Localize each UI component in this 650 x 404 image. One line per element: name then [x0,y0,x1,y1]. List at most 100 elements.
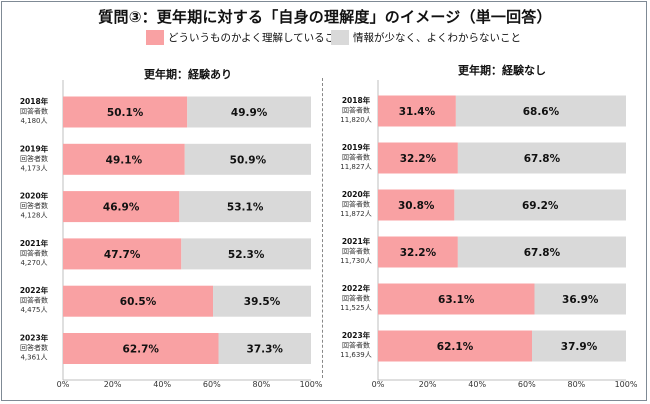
category-count-not-experienced-2: 11,872人 [340,210,372,218]
data-label-not-experienced-2021-series2: 67.8% [524,247,561,259]
x-tick-experienced-3: 60% [203,380,221,389]
bar-not-experienced-2022-series2 [534,283,626,315]
bar-experienced-2021-series2 [181,238,311,270]
category-label-not-experienced-2: 回答者数 [342,200,370,209]
panel-divider [322,78,323,378]
bar-not-experienced-2018-series2 [455,95,626,127]
bar-not-experienced-2023-series2 [532,330,626,362]
category-count-not-experienced-0: 11,820人 [340,116,372,124]
bar-experienced-2018-series2 [187,96,311,128]
category-label-experienced-1: 回答者数 [20,154,48,163]
category-year-not-experienced-3: 2021年 [342,236,371,246]
category-label-experienced-3: 回答者数 [20,248,48,257]
data-label-not-experienced-2022-series1: 63.1% [438,294,475,306]
category-label-not-experienced-0: 回答者数 [342,106,370,115]
bar-experienced-2018-series1 [63,96,188,128]
data-label-not-experienced-2021-series1: 32.2% [400,247,437,259]
data-label-experienced-2019-series2: 50.9% [230,154,267,166]
category-count-not-experienced-4: 11,525人 [340,304,372,312]
data-label-experienced-2018-series2: 49.9% [231,107,268,119]
bar-not-experienced-2018-series1 [378,95,456,127]
data-label-not-experienced-2019-series2: 67.8% [524,153,561,165]
x-tick-not-experienced-5: 100% [615,380,638,389]
panel-title-experienced: 更年期：経験あり [144,68,232,81]
x-tick-not-experienced-1: 20% [419,380,437,389]
bar-not-experienced-2021-series1 [378,236,458,268]
bar-experienced-2020-series2 [179,191,311,223]
category-year-not-experienced-1: 2019年 [342,142,371,152]
category-label-experienced-4: 回答者数 [20,296,48,305]
category-year-not-experienced-4: 2022年 [342,283,371,293]
data-label-not-experienced-2019-series1: 32.2% [400,153,437,165]
category-count-experienced-5: 4,361人 [20,354,47,362]
x-tick-experienced-2: 40% [153,380,171,389]
legend-item-understand: どういうものかよく理解していること [146,29,346,45]
category-count-not-experienced-1: 11,827人 [340,163,372,171]
category-label-not-experienced-5: 回答者数 [342,341,370,350]
bar-not-experienced-2020-series2 [454,189,626,221]
bar-not-experienced-2019-series2 [457,142,626,174]
data-label-experienced-2020-series1: 46.9% [103,202,140,214]
data-label-experienced-2023-series2: 37.3% [247,344,284,356]
chart-title: 質問③：更年期に対する「自身の理解度」のイメージ（単一回答） [98,8,552,26]
category-year-experienced-0: 2018年 [20,96,49,106]
bar-experienced-2022-series2 [213,285,311,317]
category-year-not-experienced-2: 2020年 [342,189,371,199]
x-tick-not-experienced-0: 0% [372,380,385,389]
data-label-experienced-2018-series1: 50.1% [107,107,144,119]
category-year-not-experienced-0: 2018年 [342,95,371,105]
category-count-experienced-3: 4,270人 [20,259,47,267]
x-tick-experienced-4: 80% [253,380,271,389]
category-label-experienced-5: 回答者数 [20,343,48,352]
legend-label-unclear: 情報が少なく、よくわからないこと [353,31,521,44]
bar-experienced-2021-series1 [63,238,182,270]
category-year-experienced-5: 2023年 [20,333,49,343]
legend: どういうものかよく理解していること 情報が少なく、よくわからないこと [0,29,650,47]
category-count-experienced-1: 4,173人 [20,164,47,172]
category-count-experienced-2: 4,128人 [20,212,47,220]
x-tick-experienced-1: 20% [104,380,122,389]
category-count-experienced-0: 4,180人 [20,117,47,125]
legend-swatch-understand [146,29,164,45]
data-label-experienced-2022-series1: 60.5% [120,296,157,308]
category-label-not-experienced-3: 回答者数 [342,247,370,256]
bar-experienced-2023-series1 [63,333,219,364]
x-tick-not-experienced-3: 60% [518,380,536,389]
data-label-experienced-2021-series1: 47.7% [104,249,141,261]
x-tick-experienced-5: 100% [300,380,323,389]
x-tick-not-experienced-2: 40% [468,380,486,389]
data-label-experienced-2022-series2: 39.5% [244,296,281,308]
bar-experienced-2023-series2 [218,333,311,364]
data-label-not-experienced-2020-series2: 69.2% [522,200,559,212]
category-label-experienced-2: 回答者数 [20,201,48,210]
data-label-experienced-2023-series1: 62.7% [123,344,160,356]
data-label-not-experienced-2023-series1: 62.1% [437,341,474,353]
bar-not-experienced-2020-series1 [378,189,455,221]
panel-title-not-experienced: 更年期：経験なし [458,64,546,77]
bar-experienced-2020-series1 [63,191,180,223]
x-tick-experienced-0: 0% [57,380,70,389]
data-label-experienced-2021-series2: 52.3% [228,249,265,261]
category-label-experienced-0: 回答者数 [20,107,48,116]
x-tick-not-experienced-4: 80% [568,380,586,389]
category-count-experienced-4: 4,475人 [20,306,47,314]
category-year-not-experienced-5: 2023年 [342,330,371,340]
bar-not-experienced-2023-series1 [378,330,533,362]
data-label-experienced-2019-series1: 49.1% [106,154,143,166]
category-year-experienced-3: 2021年 [20,238,49,248]
category-year-experienced-4: 2022年 [20,285,49,295]
category-label-not-experienced-4: 回答者数 [342,294,370,303]
data-label-not-experienced-2018-series2: 68.6% [523,106,560,118]
data-label-experienced-2020-series2: 53.1% [227,202,264,214]
legend-swatch-unclear [331,29,349,45]
category-year-experienced-1: 2019年 [20,143,49,153]
bar-experienced-2019-series1 [63,143,185,175]
category-count-not-experienced-5: 11,639人 [340,351,372,359]
bar-not-experienced-2022-series1 [378,283,535,315]
data-label-not-experienced-2022-series2: 36.9% [562,294,599,306]
legend-item-unclear: 情報が少なく、よくわからないこと [331,29,521,45]
category-label-not-experienced-1: 回答者数 [342,153,370,162]
bar-experienced-2022-series1 [63,285,214,317]
bar-experienced-2019-series2 [184,143,311,175]
